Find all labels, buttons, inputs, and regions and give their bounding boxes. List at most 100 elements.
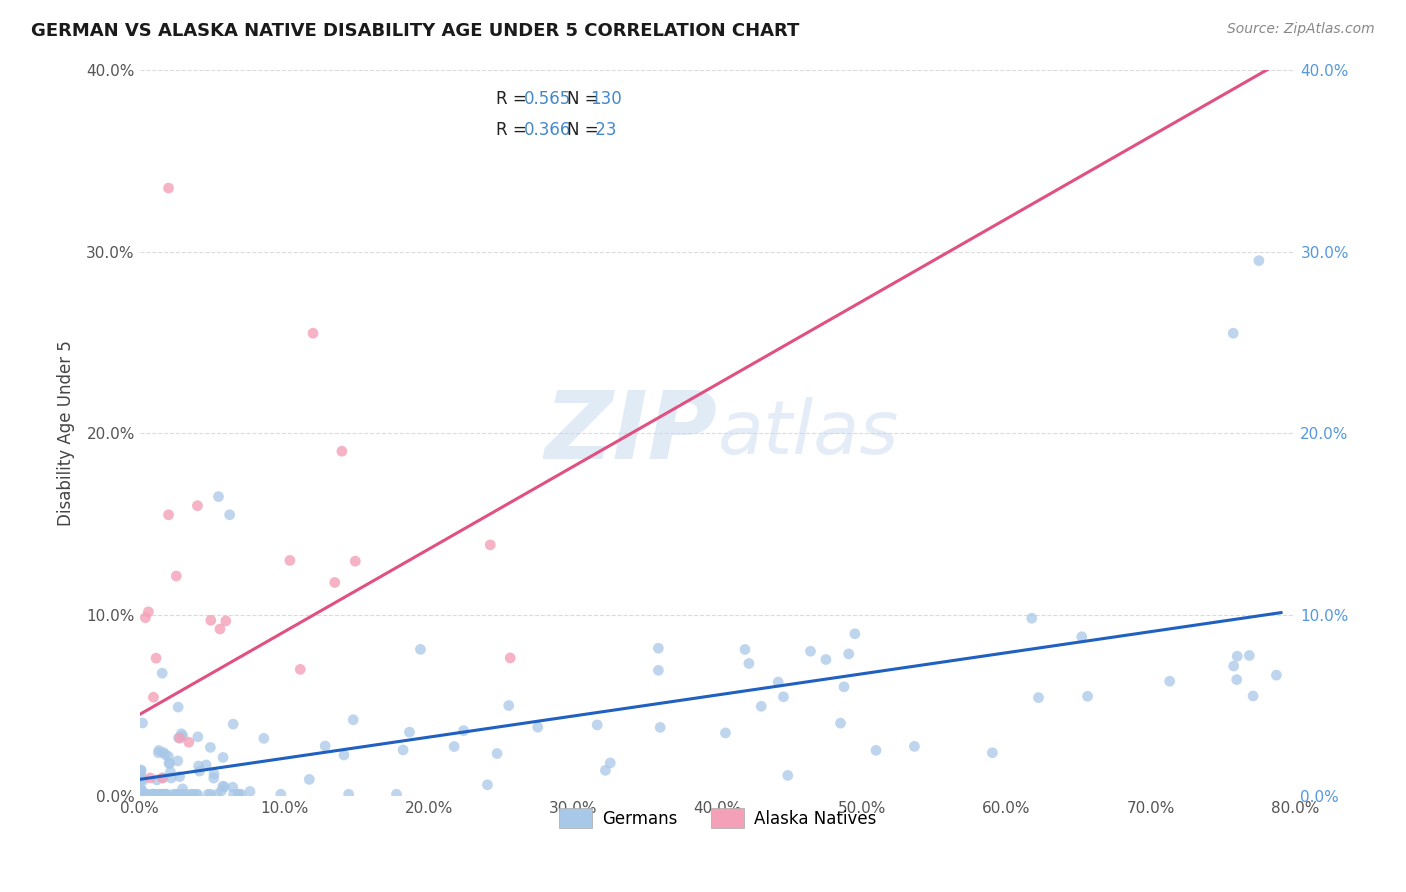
Point [166, 754, 188, 768]
Point [148, 746, 170, 760]
Point [170, 727, 193, 741]
Legend: Germans, Alaska Natives: Germans, Alaska Natives [553, 801, 883, 835]
Point [290, 662, 312, 676]
Point [498, 698, 520, 713]
Point [200, 613, 222, 627]
Point [398, 725, 420, 739]
Point [342, 713, 364, 727]
Point [830, 716, 852, 731]
Point [409, 642, 432, 657]
Point [222, 717, 245, 731]
Point [228, 787, 250, 801]
Point [200, 740, 222, 755]
Point [844, 626, 866, 640]
Point [131, 716, 153, 731]
Text: N =: N = [567, 90, 605, 109]
Point [981, 746, 1004, 760]
Point [218, 508, 240, 522]
Point [131, 770, 153, 784]
Point [150, 771, 173, 785]
Point [1239, 648, 1261, 663]
Point [337, 787, 360, 801]
Point [153, 787, 176, 801]
Point [314, 739, 336, 753]
Point [211, 783, 233, 797]
Text: atlas: atlas [717, 397, 898, 469]
Point [599, 756, 621, 770]
Point [165, 787, 187, 801]
Point [165, 787, 187, 801]
Point [132, 773, 155, 788]
Point [141, 787, 163, 801]
Point [1070, 630, 1092, 644]
Text: Source: ZipAtlas.com: Source: ZipAtlas.com [1227, 22, 1375, 37]
Point [865, 743, 887, 757]
Point [647, 641, 669, 656]
Point [270, 787, 292, 801]
Point [139, 771, 162, 785]
Point [1077, 690, 1099, 704]
Point [385, 787, 408, 801]
Point [148, 787, 170, 801]
Point [214, 780, 236, 794]
Point [131, 783, 153, 797]
Point [129, 764, 152, 778]
Point [443, 739, 465, 754]
Point [228, 787, 250, 801]
Point [302, 326, 325, 341]
Point [181, 787, 204, 801]
Point [208, 622, 231, 636]
Point [129, 763, 152, 777]
Point [814, 652, 837, 666]
Point [142, 787, 165, 801]
Point [479, 538, 502, 552]
Point [734, 642, 756, 657]
Point [153, 787, 176, 801]
Point [221, 780, 243, 794]
Point [202, 767, 225, 781]
Point [1222, 326, 1244, 341]
Point [142, 690, 165, 705]
Point [1241, 689, 1264, 703]
Text: R =: R = [496, 90, 531, 109]
Point [145, 651, 167, 665]
Point [1159, 674, 1181, 689]
Point [160, 771, 183, 785]
Point [134, 787, 156, 801]
Point [167, 700, 190, 714]
Point [207, 490, 229, 504]
Text: ZIP: ZIP [544, 387, 717, 479]
Point [152, 746, 174, 760]
Point [392, 743, 415, 757]
Point [142, 787, 165, 801]
Point [136, 787, 159, 801]
Point [148, 743, 170, 757]
Point [150, 666, 173, 681]
Point [187, 759, 209, 773]
Point [212, 750, 235, 764]
Point [159, 756, 181, 771]
Text: N =: N = [567, 121, 605, 139]
Point [344, 554, 367, 568]
Point [229, 787, 252, 801]
Point [177, 735, 200, 749]
Point [205, 787, 228, 801]
Point [832, 680, 855, 694]
Point [187, 730, 209, 744]
Point [298, 772, 321, 787]
Point [486, 747, 509, 761]
Point [129, 782, 152, 797]
Point [172, 787, 194, 801]
Point [169, 731, 191, 746]
Point [167, 731, 190, 745]
Point [477, 778, 499, 792]
Point [838, 647, 860, 661]
Point [453, 723, 475, 738]
Point [215, 614, 238, 628]
Text: 0.366: 0.366 [523, 121, 571, 139]
Point [131, 772, 153, 787]
Point [134, 610, 156, 624]
Point [155, 787, 177, 801]
Point [157, 756, 180, 771]
Text: 130: 130 [591, 90, 623, 109]
